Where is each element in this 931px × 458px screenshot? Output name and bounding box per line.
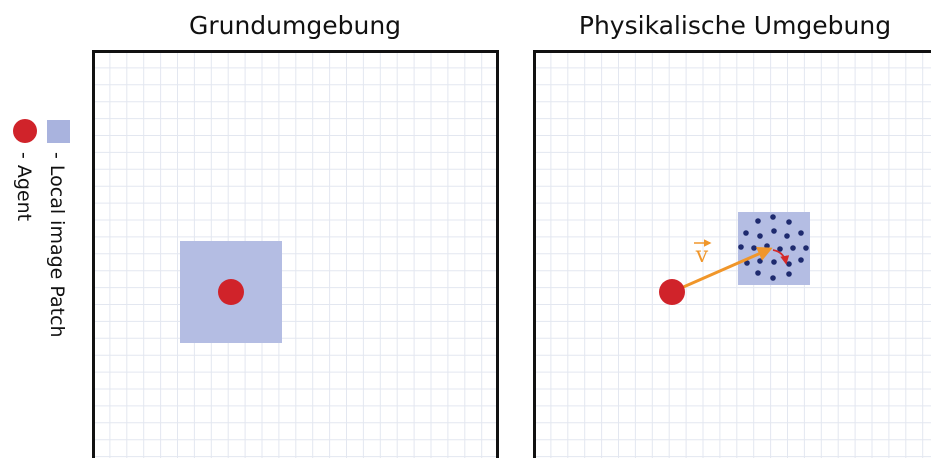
particle xyxy=(738,244,744,250)
legend-label: - Agent xyxy=(13,152,35,221)
grid xyxy=(533,50,931,458)
vector-label: v xyxy=(695,243,709,268)
particle xyxy=(771,259,777,265)
particle xyxy=(798,230,804,236)
particle xyxy=(770,214,776,220)
particles xyxy=(738,214,809,281)
particle xyxy=(744,260,750,266)
particle xyxy=(755,218,761,224)
velocity-arrow xyxy=(671,246,773,294)
particle xyxy=(757,233,763,239)
agent xyxy=(218,279,244,305)
particle xyxy=(777,246,783,252)
particle xyxy=(786,219,792,225)
local-patch xyxy=(738,212,810,285)
particle xyxy=(771,228,777,234)
deflection-arrow xyxy=(772,249,790,265)
particle xyxy=(798,257,804,263)
particle xyxy=(803,245,809,251)
particle xyxy=(743,230,749,236)
panel-frame xyxy=(92,50,499,458)
particle xyxy=(790,245,796,251)
legend-patch-icon xyxy=(47,120,70,143)
particle xyxy=(751,245,757,251)
panel-title: Physikalische Umgebung xyxy=(579,11,891,40)
particle xyxy=(786,261,792,267)
legend-agent-icon xyxy=(13,119,37,143)
particle xyxy=(770,275,776,281)
particle xyxy=(755,270,761,276)
particle xyxy=(757,258,763,264)
agent xyxy=(659,279,685,305)
particle xyxy=(784,233,790,239)
particle xyxy=(786,271,792,277)
legend-label: - Local image Patch xyxy=(46,152,68,338)
panel-frame xyxy=(533,50,931,458)
panel-title: Grundumgebung xyxy=(189,11,401,40)
grid xyxy=(93,50,498,458)
